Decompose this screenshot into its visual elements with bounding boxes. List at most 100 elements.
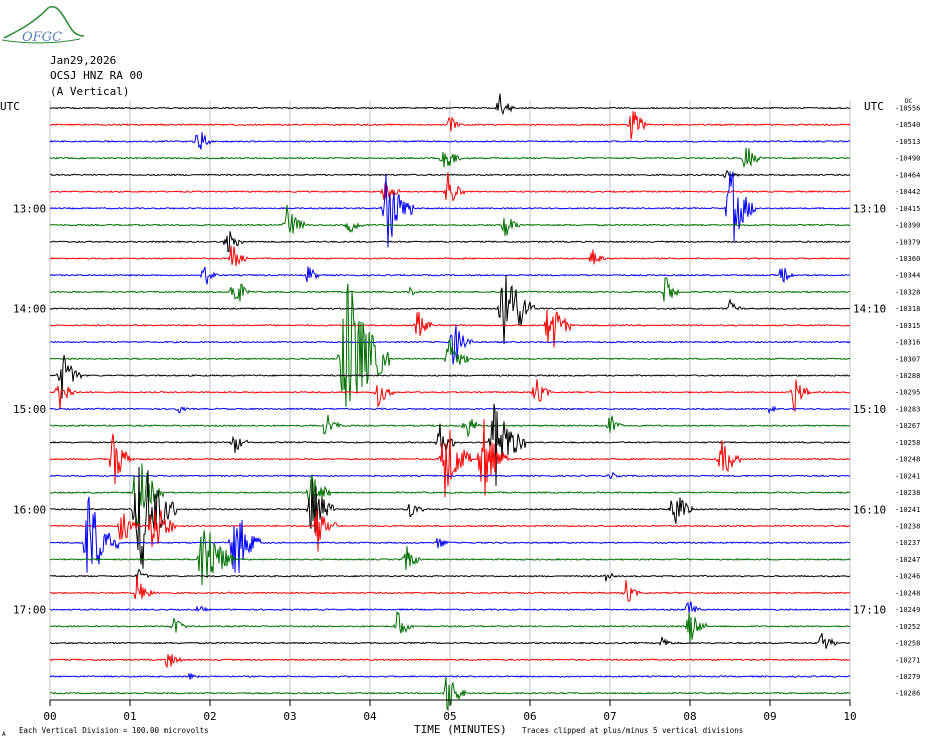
scale-note: Each Vertical Division = 100.00 microvol… [19,726,209,735]
dc-offset-label: -10246 [895,573,920,581]
dc-offset-label: -10238 [895,523,920,531]
trace-lines [49,93,851,712]
trace-row-12 [49,275,851,345]
date-label: Jan29,2026 [50,54,116,67]
trace-row-0 [49,93,851,116]
trace-row-9 [49,245,851,267]
x-tick-label: 04 [363,710,377,723]
trace-row-19 [49,414,851,438]
trace-row-2 [49,132,851,150]
trace-row-8 [49,231,851,253]
trace-row-1 [49,111,851,140]
trace-row-4 [50,169,851,179]
trace-row-27 [49,530,851,586]
x-axis-ticks: 00 01 02 03 04 05 06 07 08 09 10 [43,700,857,723]
trace-row-7 [49,204,851,237]
left-time-label: 15:00 [13,403,46,416]
dc-offset-label: -10295 [895,389,920,397]
trace-row-28 [49,568,851,582]
utc-right-label: UTC [864,100,884,113]
left-time-label: 16:00 [13,503,46,516]
dc-offset-label: -10279 [895,673,920,681]
trace-row-31 [49,611,851,644]
dc-offset-label: -10267 [895,422,920,430]
dc-offset-label: -10513 [895,138,920,146]
x-tick-label: 06 [523,710,536,723]
dc-offset-label: -10241 [895,506,920,514]
dc-offset-label: -10316 [895,339,920,347]
time-labels: 13:00 14:00 15:00 16:00 17:00 13:10 14:10 15:10… [13,105,920,698]
dc-offset-label: -10283 [895,405,920,413]
trace-row-10 [49,266,851,285]
x-tick-label: 05 [443,710,456,723]
trace-row-33 [49,654,851,669]
left-time-label: 17:00 [13,604,46,617]
trace-row-6 [49,171,851,248]
x-tick-label: 01 [123,710,136,723]
logo-underline-icon [1,38,81,44]
left-time-label: 14:00 [13,303,46,316]
dc-offset-label: -10360 [895,255,920,263]
dc-offset-label: -10390 [895,222,920,230]
trace-row-22 [49,471,851,480]
right-time-label: 16:10 [853,503,886,516]
dc-offset-label: -10238 [895,489,920,497]
dc-offset-label: -10258 [895,640,920,648]
dc-offset-label: -10328 [895,288,920,296]
ofgc-logo: OFGC [1,5,85,45]
dc-offset-label: -10288 [895,372,920,380]
dc-offset-label: -10415 [895,205,920,213]
trace-row-24 [49,466,851,569]
trace-row-17 [49,379,851,413]
trace-row-34 [49,673,851,680]
corner-mark: A [2,731,6,738]
dc-offset-label: -10241 [895,472,920,480]
dc-offset-label: -10252 [895,623,920,631]
minute-grid [49,100,851,700]
trace-row-3 [49,147,851,169]
utc-left-label: UTC [0,100,20,113]
dc-offset-label: -10540 [895,121,920,129]
x-tick-label: 09 [763,710,776,723]
dc-offset-label: -10286 [895,690,920,698]
dc-offset-label: -10247 [895,556,920,564]
dc-offset-label: -10258 [895,439,920,447]
component-label: (A Vertical) [50,85,129,98]
trace-row-18 [49,405,851,415]
dc-label: DC [905,98,913,105]
dc-offset-label: -10237 [895,539,920,547]
x-tick-label: 03 [283,710,296,723]
dc-offset-label: -10248 [895,456,920,464]
trace-row-16 [50,355,851,399]
trace-row-11 [49,277,850,302]
left-time-label: 13:00 [13,202,46,215]
logo-text: OFGC [22,30,62,45]
dc-offset-label: -10490 [895,155,920,163]
x-tick-label: 10 [843,710,856,723]
trace-row-5 [49,172,851,202]
logo-mountain-icon [3,5,85,39]
right-time-label: 13:10 [853,202,886,215]
dc-offset-label: -10271 [895,656,920,664]
dc-offset-label: -10248 [895,589,920,597]
dc-offset-label: -10249 [895,606,920,614]
dc-offset-label: -10464 [895,171,920,179]
trace-row-32 [50,632,850,649]
dc-offset-label: -10315 [895,322,920,330]
trace-row-23 [49,463,851,526]
x-tick-label: 07 [603,710,616,723]
dc-offset-label: -10344 [895,272,920,280]
trace-row-25 [49,509,851,552]
trace-row-29 [50,575,851,602]
trace-row-26 [49,496,850,573]
x-tick-label: 02 [203,710,216,723]
dc-offset-label: -10307 [895,355,920,363]
right-time-label: 15:10 [853,403,886,416]
x-tick-label: 00 [43,710,56,723]
x-axis-title: TIME (MINUTES) [414,723,507,736]
right-time-label: 17:10 [853,604,886,617]
trace-row-15 [49,283,851,407]
x-tick-label: 08 [683,710,696,723]
